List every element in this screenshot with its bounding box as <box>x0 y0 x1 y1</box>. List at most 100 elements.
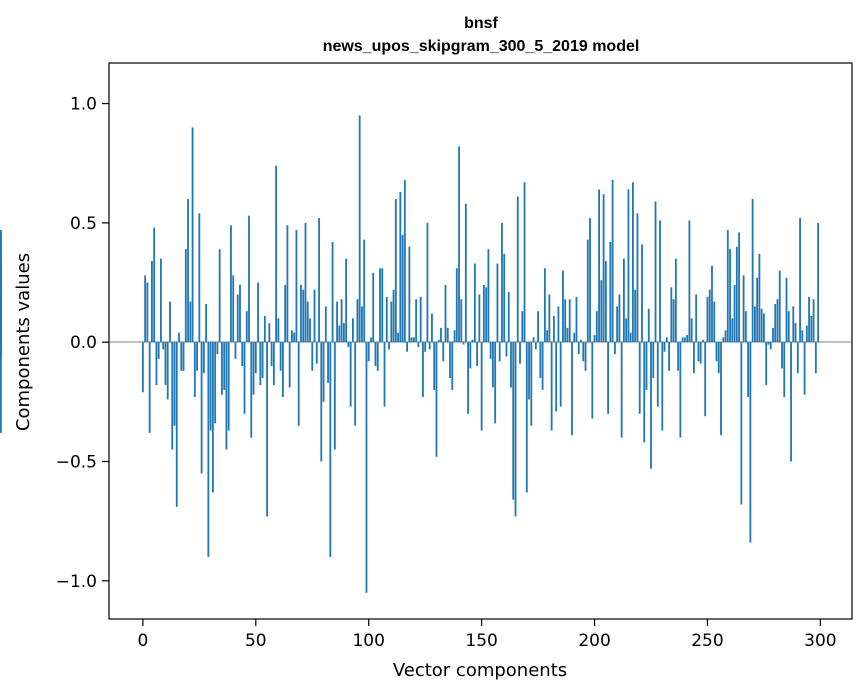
bar <box>363 239 366 343</box>
bar <box>207 342 210 557</box>
bar <box>218 249 221 343</box>
bar <box>444 284 447 343</box>
bar <box>153 227 156 343</box>
bar <box>349 342 352 407</box>
bar <box>365 342 368 593</box>
bar <box>406 342 409 352</box>
bar <box>315 342 318 364</box>
bar <box>288 342 291 388</box>
bar <box>528 342 530 400</box>
bar <box>523 182 526 343</box>
bar <box>559 342 562 407</box>
bar <box>571 342 573 436</box>
bar <box>740 342 743 505</box>
y-axis-label: Components values <box>13 253 34 431</box>
bar <box>514 342 517 517</box>
bar <box>539 342 542 378</box>
bar <box>277 318 280 343</box>
bar <box>169 301 171 343</box>
bar <box>300 284 302 343</box>
bar <box>333 342 336 450</box>
bar <box>510 342 512 388</box>
bar <box>141 342 144 393</box>
bar <box>254 342 257 374</box>
x-tick-label: 50 <box>245 631 267 651</box>
bar <box>744 311 747 343</box>
bar <box>261 342 264 378</box>
bar <box>239 284 241 343</box>
bar <box>772 327 774 343</box>
bar <box>259 342 262 386</box>
bar <box>392 289 395 343</box>
bar <box>636 213 639 343</box>
bar <box>462 342 465 345</box>
bar <box>512 342 515 500</box>
bar <box>609 241 612 343</box>
bar <box>543 268 546 343</box>
bar <box>275 165 278 343</box>
bar <box>573 332 576 343</box>
bar <box>677 342 680 371</box>
bar <box>785 277 788 343</box>
bar <box>814 342 817 374</box>
bar <box>550 342 553 431</box>
bar <box>356 299 359 343</box>
bar <box>575 296 578 343</box>
bar <box>385 296 388 343</box>
bar <box>792 306 795 343</box>
bar <box>769 342 772 350</box>
bar <box>435 342 438 457</box>
bar <box>433 342 436 390</box>
bar <box>652 342 655 378</box>
bar <box>482 284 485 343</box>
y-tick-label: 1.0 <box>70 95 97 115</box>
bar <box>693 342 695 374</box>
bar <box>0 301 2 343</box>
bar <box>437 339 440 343</box>
bar <box>291 330 293 343</box>
bar <box>699 342 702 364</box>
bar <box>650 342 652 469</box>
bar <box>144 275 147 343</box>
bar <box>180 342 183 371</box>
bar <box>641 244 643 343</box>
bar <box>634 289 637 343</box>
bar <box>478 294 481 343</box>
bar <box>243 342 246 414</box>
bar <box>397 332 399 343</box>
bar <box>672 299 675 343</box>
bar <box>214 342 217 424</box>
bar <box>738 232 740 343</box>
bar <box>388 342 390 350</box>
bar <box>473 263 476 343</box>
bar <box>205 304 208 343</box>
bar <box>645 342 648 390</box>
bar <box>503 253 506 343</box>
bar <box>268 323 271 343</box>
bar <box>236 294 239 343</box>
bar <box>248 215 250 343</box>
x-tick-label: 300 <box>804 631 836 651</box>
bar <box>568 299 571 343</box>
bar <box>629 332 632 343</box>
bar <box>733 284 736 343</box>
bar <box>697 342 700 362</box>
bar <box>593 335 596 343</box>
bar <box>0 230 2 343</box>
bar <box>302 289 305 343</box>
bar <box>507 292 510 343</box>
bar <box>537 311 539 343</box>
bar <box>654 201 657 343</box>
bar <box>390 301 393 343</box>
bar <box>566 327 569 343</box>
bar <box>713 301 716 343</box>
bar <box>202 342 205 374</box>
bar <box>270 342 273 367</box>
bar <box>586 239 589 343</box>
bar <box>582 342 585 362</box>
bar <box>670 287 673 343</box>
bar <box>747 342 750 398</box>
bar <box>446 327 449 343</box>
bar <box>756 277 759 343</box>
bar <box>191 127 194 343</box>
